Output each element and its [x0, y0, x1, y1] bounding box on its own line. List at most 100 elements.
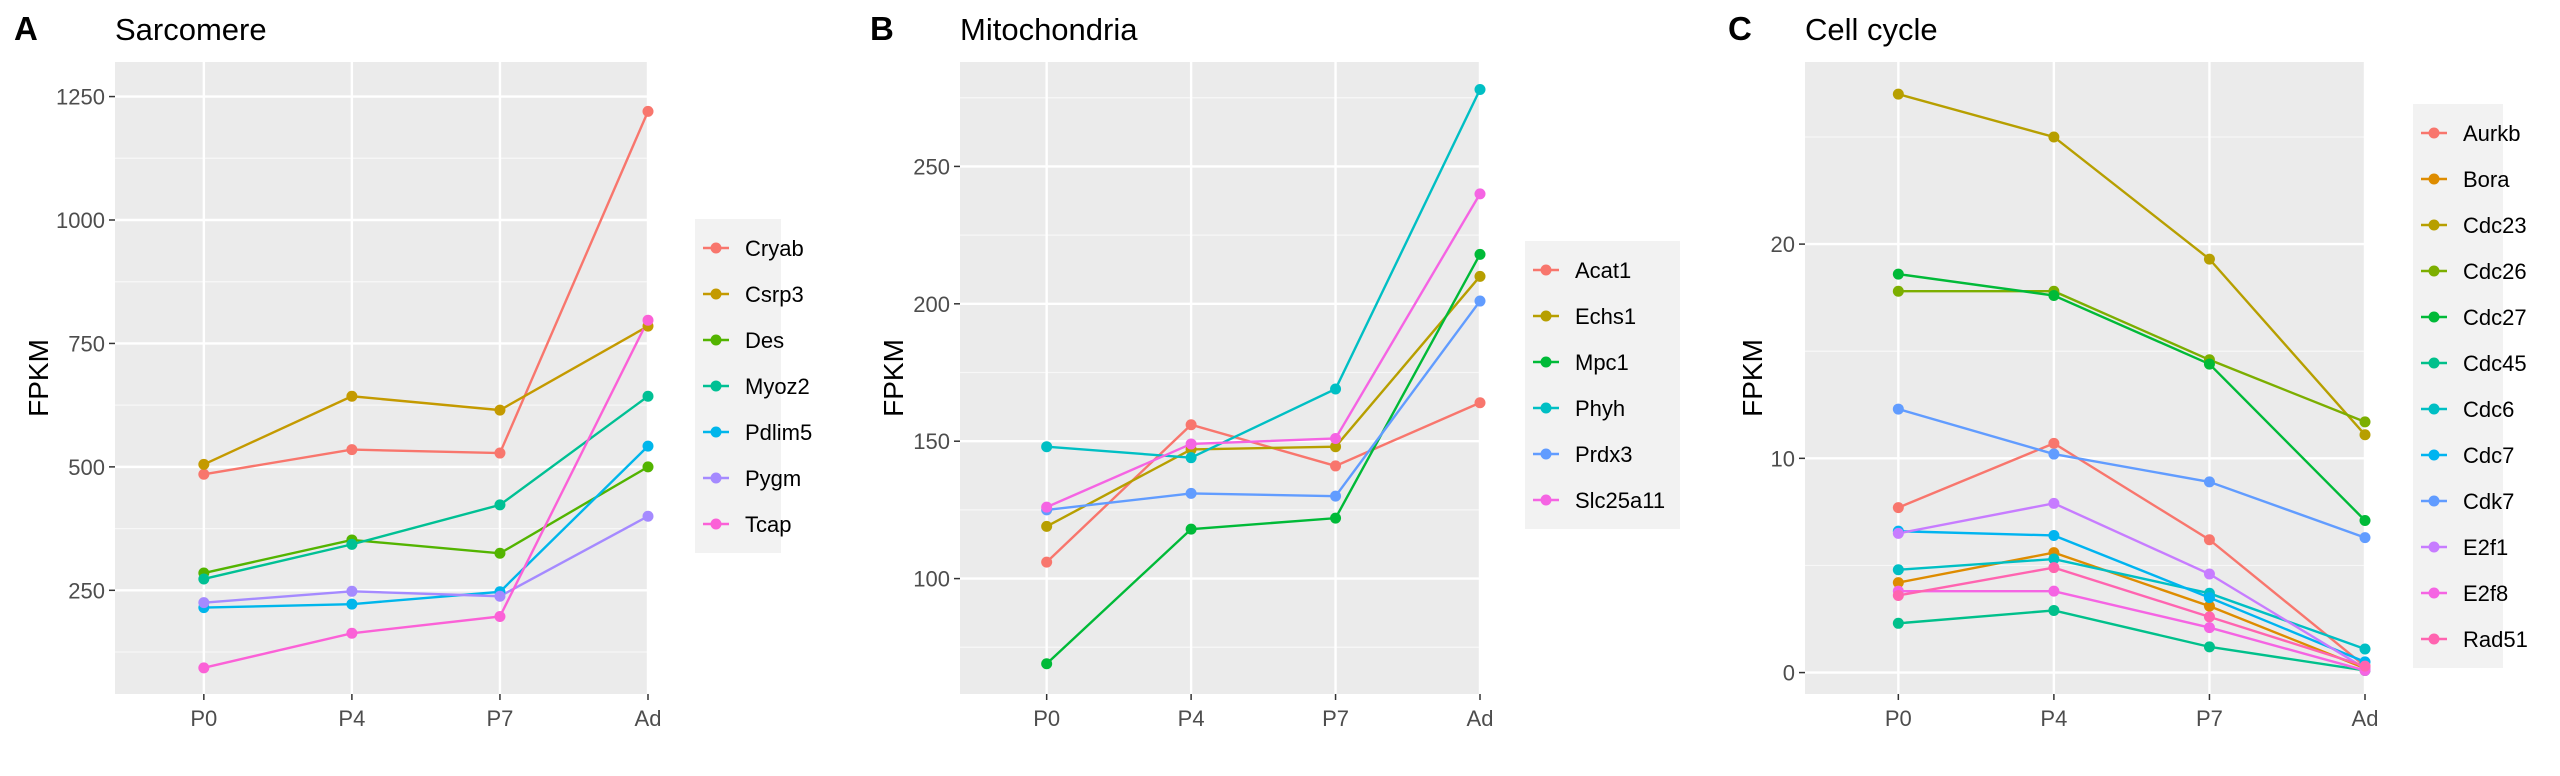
legend-label-prdx3: Prdx3 [1575, 442, 1632, 467]
data-point-acat1 [1330, 460, 1342, 472]
x-tick-label: P4 [338, 706, 365, 731]
legend-key-point [710, 334, 722, 346]
data-point-slc25a11 [1041, 501, 1053, 513]
series-line-cdk7 [1897, 407, 2366, 539]
data-point-pygm [642, 510, 654, 522]
data-point-cryab [346, 444, 358, 456]
data-point-cdc27 [2048, 290, 2060, 302]
data-point-prdx3 [1185, 487, 1197, 499]
legend-label-echs1: Echs1 [1575, 304, 1636, 329]
series-line-cryab [203, 110, 650, 476]
data-point-e2f1 [1892, 527, 1904, 539]
data-point-cdc6 [1892, 564, 1904, 576]
data-point-myoz2 [642, 390, 654, 402]
data-point-echs1 [1474, 270, 1486, 282]
data-point-prdx3 [1330, 490, 1342, 502]
data-point-pygm [346, 585, 358, 597]
series-line-e2f1 [1898, 502, 2366, 670]
legend-key-point [710, 288, 722, 300]
x-tick-label: P7 [2196, 706, 2223, 731]
legend-label-cdc27: Cdc27 [2463, 305, 2527, 330]
data-point-cdc45 [2048, 604, 2060, 616]
legend-key-point [710, 518, 722, 530]
x-tick-label: Ad [2352, 706, 2379, 731]
y-tick-label: 150 [913, 429, 950, 454]
series-line-rad51 [1898, 566, 2366, 668]
legend-label-aurkb: Aurkb [2463, 121, 2520, 146]
plot-background [960, 62, 1480, 694]
y-tick-label: 750 [68, 331, 105, 356]
legend-label-myoz2: Myoz2 [745, 374, 810, 399]
legend-label-pygm: Pygm [745, 466, 801, 491]
data-point-echs1 [1330, 441, 1342, 453]
y-tick-label: 250 [913, 154, 950, 179]
x-tick-label: P4 [2040, 706, 2067, 731]
data-point-acat1 [1474, 397, 1486, 409]
data-point-des [642, 461, 654, 473]
data-point-mpc1 [1330, 512, 1342, 524]
series-line-cdc26 [1898, 290, 2366, 424]
data-point-rad51 [2203, 611, 2215, 623]
data-point-rad51 [2359, 660, 2371, 672]
series-line-csrp3 [203, 325, 649, 466]
data-point-cdk7 [2048, 448, 2060, 460]
data-point-cdc7 [2048, 529, 2060, 541]
y-tick-label: 10 [1771, 446, 1795, 471]
chart-panel-b: 100 150 200 250 P0 P4 P7 Ad B Mitochondria FPKM Aca… [870, 10, 1680, 731]
legend-box [1525, 241, 1680, 529]
data-point-e2f8 [2203, 622, 2215, 634]
data-point-cdc27 [1892, 268, 1904, 280]
data-point-csrp3 [494, 404, 506, 416]
data-point-myoz2 [346, 538, 358, 550]
data-point-cdc6 [2048, 553, 2060, 565]
x-tick-label: Ad [1467, 706, 1494, 731]
y-tick-label: 1250 [56, 85, 105, 110]
legend-key-point [710, 426, 722, 438]
x-tick-label: P7 [486, 706, 513, 731]
panel-label: B [870, 10, 894, 47]
data-point-e2f8 [2048, 585, 2060, 597]
data-point-cdc45 [2203, 641, 2215, 653]
data-point-mpc1 [1474, 248, 1486, 260]
legend-key-point [710, 242, 722, 254]
data-point-bora [2203, 600, 2215, 612]
legend-label-des: Des [745, 328, 784, 353]
data-point-slc25a11 [1185, 438, 1197, 450]
data-point-cdc45 [1892, 617, 1904, 629]
data-point-acat1 [1041, 556, 1053, 568]
data-point-cdc6 [2359, 643, 2371, 655]
legend-key-point [2428, 449, 2440, 461]
legend-key-point [1540, 448, 1552, 460]
data-point-cdc23 [2359, 429, 2371, 441]
data-point-aurkb [2203, 534, 2215, 546]
data-point-cryab [198, 468, 210, 480]
legend-label-cdc23: Cdc23 [2463, 213, 2527, 238]
data-point-aurkb [2048, 437, 2060, 449]
data-point-phyh [1474, 83, 1486, 95]
series-line-pdlim5 [203, 445, 649, 609]
panel-label: C [1728, 10, 1752, 47]
chart-panel-c: 0 10 20 P0 P4 P7 Ad C Cell cycle FPKM Aurkb Bora Cdc… [1728, 10, 2528, 731]
data-point-tcap [346, 627, 358, 639]
data-point-csrp3 [346, 390, 358, 402]
legend-label-rad51: Rad51 [2463, 627, 2528, 652]
data-point-cryab [642, 105, 654, 117]
series-line-acat1 [1045, 401, 1481, 563]
legend-label-cdc6: Cdc6 [2463, 397, 2514, 422]
legend-key-point [2428, 173, 2440, 185]
x-tick-label: Ad [635, 706, 662, 731]
legend-label-e2f1: E2f1 [2463, 535, 2508, 560]
plot-background [115, 62, 648, 694]
legend-label-bora: Bora [2463, 167, 2510, 192]
legend-key-point [710, 472, 722, 484]
legend-key-point [2428, 587, 2440, 599]
legend-key-point [2428, 219, 2440, 231]
legend-key-point [2428, 633, 2440, 645]
legend-key-point [2428, 311, 2440, 323]
chart-title: Sarcomere [115, 12, 267, 47]
chart-title: Mitochondria [960, 12, 1138, 47]
data-point-cdc23 [2048, 131, 2060, 143]
legend-key-point [2428, 127, 2440, 139]
legend-label-cryab: Cryab [745, 236, 804, 261]
